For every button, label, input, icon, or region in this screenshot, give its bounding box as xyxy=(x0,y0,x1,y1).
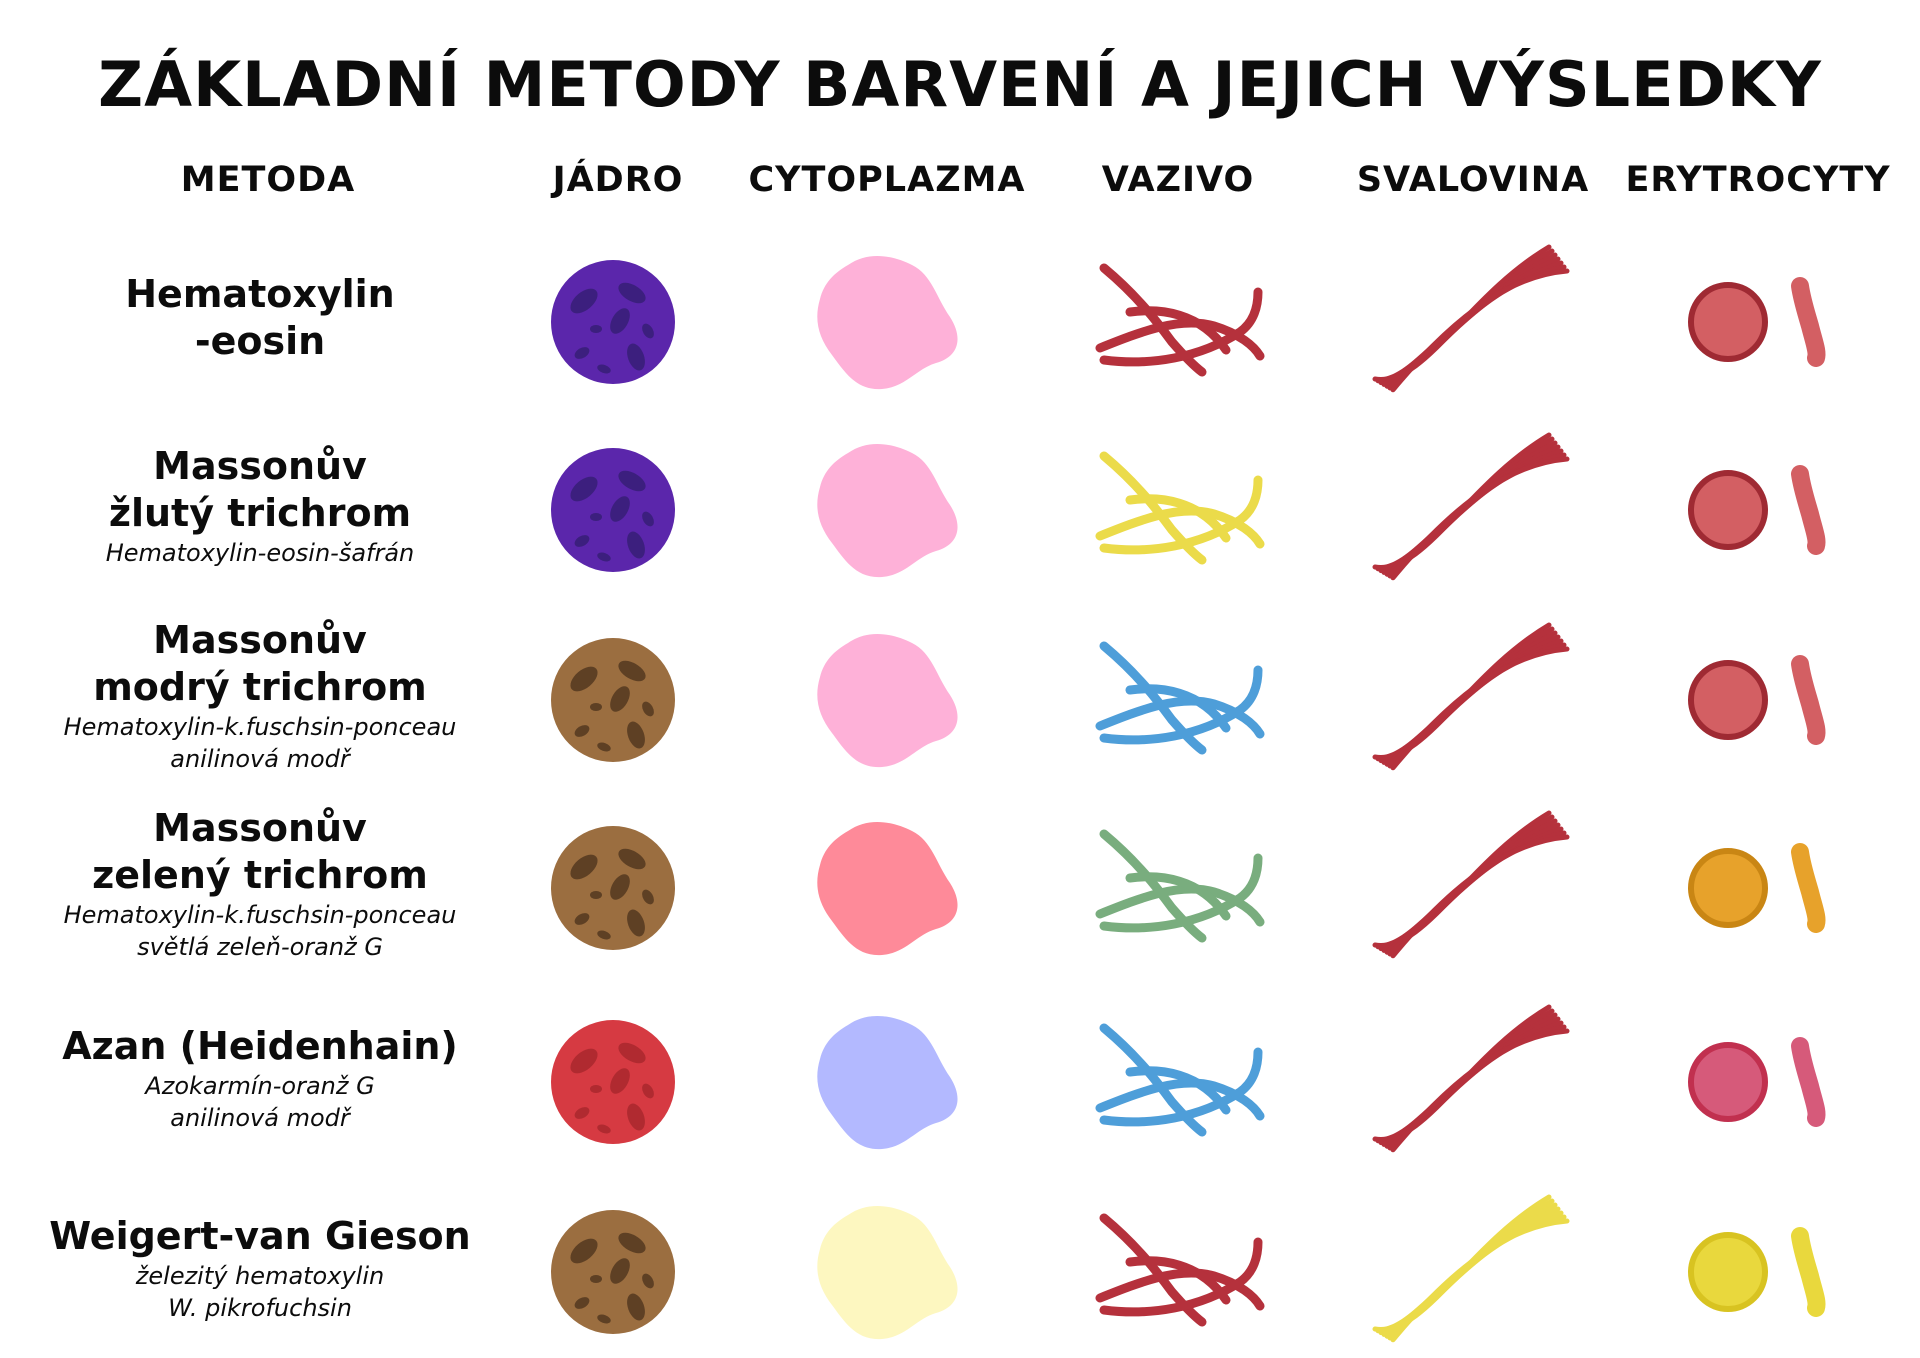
erythrocyte-icon xyxy=(1688,1032,1828,1132)
method-reagents: Azokarmín-oranž G anilinová modř xyxy=(145,1071,375,1132)
erythrocyte-icon xyxy=(1688,272,1828,372)
nucleus-icon xyxy=(548,823,678,953)
method-name: Azan (Heidenhain) xyxy=(62,1023,458,1068)
method-name: Hematoxylin -eosin xyxy=(125,272,395,363)
method-name: Weigert-van Gieson xyxy=(49,1213,471,1258)
method-name: Massonův modrý trichrom xyxy=(93,618,427,709)
erythrocyte-icon xyxy=(1688,460,1828,560)
method-reagents: železitý hematoxylin W. pikrofuchsin xyxy=(135,1261,385,1322)
method-cell: Weigert-van Gieson železitý hematoxylin W… xyxy=(0,1213,520,1324)
fibers-icon xyxy=(1090,828,1270,948)
nucleus-icon xyxy=(548,635,678,765)
erythrocyte-icon xyxy=(1688,650,1828,750)
nucleus-icon xyxy=(548,257,678,387)
erythrocyte-icon xyxy=(1688,838,1828,938)
method-cell: Azan (Heidenhain) Azokarmín-oranž G anili… xyxy=(0,1023,520,1134)
muscle-icon xyxy=(1365,997,1585,1167)
column-header-muscle: SVALOVINA xyxy=(1356,160,1590,200)
method-reagents: Hematoxylin-k.fuschsin-ponceau světlá ze… xyxy=(63,901,457,961)
method-cell: Hematoxylin -eosin xyxy=(0,271,520,365)
column-header-cytoplasm: CYTOPLAZMA xyxy=(748,160,1026,200)
fibers-icon xyxy=(1090,450,1270,570)
nucleus-icon xyxy=(548,1207,678,1337)
nucleus-icon xyxy=(548,1017,678,1147)
column-header-erythrocytes: ERYTROCYTY xyxy=(1625,160,1891,200)
cytoplasm-icon xyxy=(808,1007,968,1157)
method-cell: Massonův modrý trichrom Hematoxylin-k.fus… xyxy=(0,617,520,775)
nucleus-icon xyxy=(548,445,678,575)
method-cell: Massonův zelený trichrom Hematoxylin-k.fu… xyxy=(0,805,520,963)
muscle-icon xyxy=(1365,1187,1585,1357)
method-name: Massonův zelený trichrom xyxy=(92,806,428,897)
cytoplasm-icon xyxy=(808,247,968,397)
column-header-method: METODA xyxy=(180,160,356,200)
column-header-connective-tissue: VAZIVO xyxy=(1101,160,1255,200)
erythrocyte-icon xyxy=(1688,1222,1828,1322)
fibers-icon xyxy=(1090,640,1270,760)
fibers-icon xyxy=(1090,262,1270,382)
fibers-icon xyxy=(1090,1022,1270,1142)
muscle-icon xyxy=(1365,425,1585,595)
method-name: Massonův žlutý trichrom xyxy=(108,444,412,535)
method-reagents: Hematoxylin-k.fuschsin-ponceau anilinová… xyxy=(63,713,457,773)
method-cell: Massonův žlutý trichrom Hematoxylin-eosin… xyxy=(0,443,520,569)
cytoplasm-icon xyxy=(808,1197,968,1347)
muscle-icon xyxy=(1365,803,1585,973)
cytoplasm-icon xyxy=(808,625,968,775)
page-title: ZÁKLADNÍ METODY BARVENÍ A JEJICH VÝSLEDK… xyxy=(98,48,1822,121)
fibers-icon xyxy=(1090,1212,1270,1332)
column-header-nucleus: JÁDRO xyxy=(552,160,684,200)
muscle-icon xyxy=(1365,615,1585,785)
cytoplasm-icon xyxy=(808,435,968,585)
method-reagents: Hematoxylin-eosin-šafrán xyxy=(105,539,415,567)
muscle-icon xyxy=(1365,237,1585,407)
cytoplasm-icon xyxy=(808,813,968,963)
